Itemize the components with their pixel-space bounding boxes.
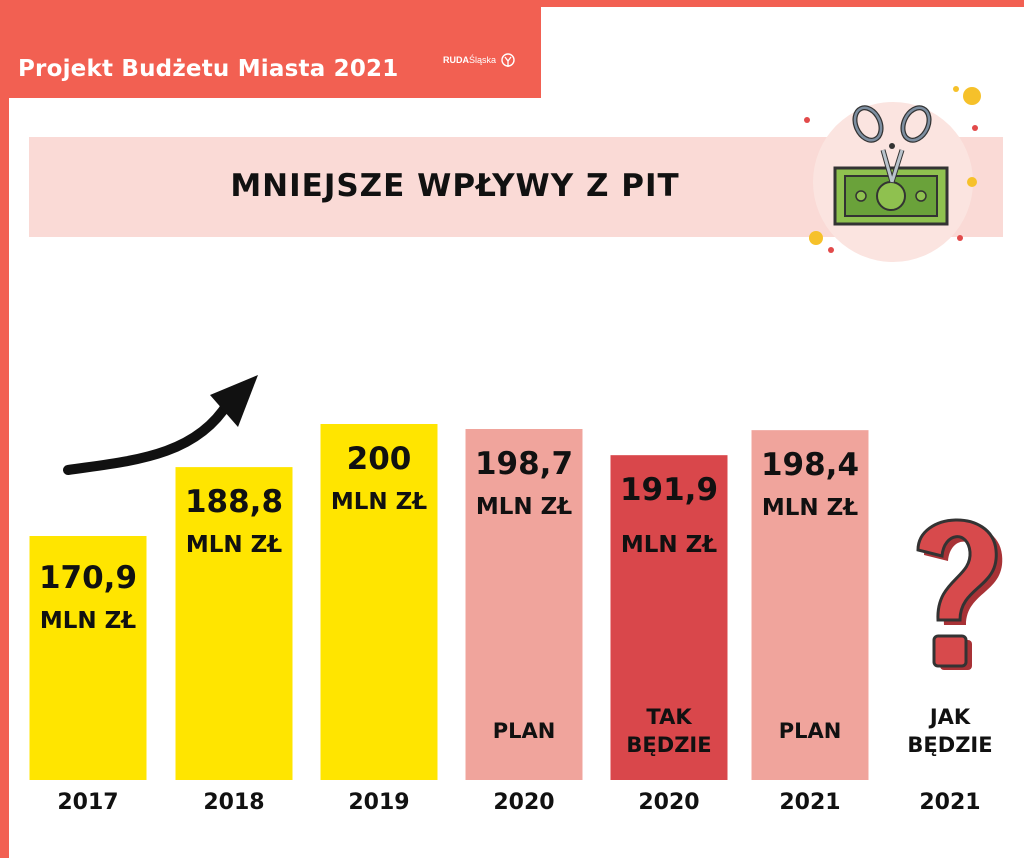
logo-bold: RUDA bbox=[443, 55, 469, 65]
unit-label-3: MLN ZŁ bbox=[476, 494, 572, 520]
year-label-3: 2020 bbox=[493, 790, 554, 815]
question-mark-icon bbox=[916, 518, 1003, 670]
left-border bbox=[0, 0, 9, 858]
unit-label-5: MLN ZŁ bbox=[762, 495, 858, 521]
header-tab bbox=[0, 0, 541, 98]
bar-5 bbox=[751, 430, 869, 780]
header-title: Projekt Budżetu Miasta 2021 bbox=[18, 56, 399, 82]
value-label-0: 170,9 bbox=[39, 560, 137, 596]
note-label-5: PLAN bbox=[779, 719, 842, 743]
note-label-3: PLAN bbox=[493, 719, 556, 743]
value-label-4: 191,9 bbox=[620, 472, 718, 508]
unit-label-0: MLN ZŁ bbox=[40, 608, 136, 634]
chart-title: MNIEJSZE WPŁYWY Z PIT bbox=[230, 168, 680, 204]
year-label-5: 2021 bbox=[779, 790, 840, 815]
bar-0 bbox=[29, 536, 147, 780]
bar-3 bbox=[465, 429, 583, 780]
note-label-6-line2: BĘDZIE bbox=[907, 733, 992, 757]
note-label-4-line2: BĘDZIE bbox=[626, 733, 711, 757]
note-label-4: TAK bbox=[646, 705, 692, 729]
year-label-4: 2020 bbox=[638, 790, 699, 815]
up-trend-arrow-icon bbox=[63, 375, 258, 475]
bar-4 bbox=[610, 455, 728, 780]
unit-label-1: MLN ZŁ bbox=[186, 532, 282, 558]
logo-mark-icon bbox=[501, 53, 515, 67]
value-label-1: 188,8 bbox=[185, 484, 283, 520]
value-label-5: 198,4 bbox=[761, 447, 859, 483]
bar-1 bbox=[175, 467, 293, 780]
year-label-1: 2018 bbox=[203, 790, 264, 815]
bar-2 bbox=[320, 424, 438, 780]
unit-label-4: MLN ZŁ bbox=[621, 532, 717, 558]
value-label-2: 200 bbox=[347, 441, 412, 477]
note-label-6: JAK bbox=[928, 705, 971, 729]
scissors-cutting-money-icon bbox=[804, 86, 981, 262]
year-label-2: 2019 bbox=[348, 790, 409, 815]
city-logo: RUDAŚląska bbox=[443, 55, 496, 65]
year-label-0: 2017 bbox=[57, 790, 118, 815]
logo-light: Śląska bbox=[469, 55, 497, 65]
year-label-6: 2021 bbox=[919, 790, 980, 815]
unit-label-2: MLN ZŁ bbox=[331, 489, 427, 515]
value-label-3: 198,7 bbox=[475, 446, 573, 482]
